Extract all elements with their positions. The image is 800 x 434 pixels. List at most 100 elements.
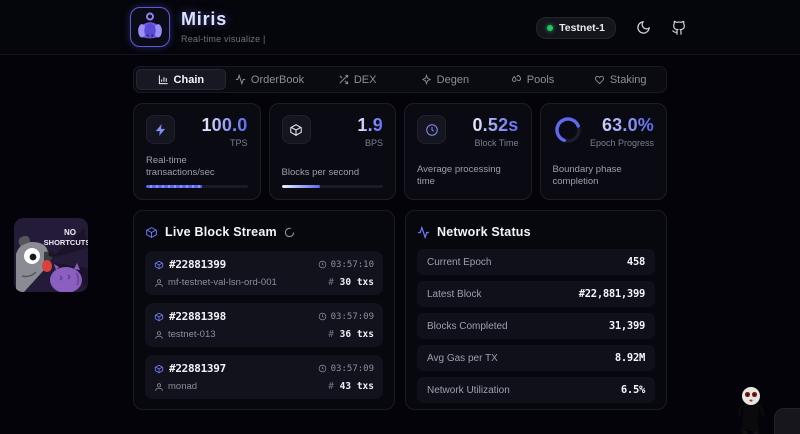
- app-logo: [130, 7, 170, 47]
- tps-value: 100.0: [201, 115, 248, 135]
- theme-toggle-button[interactable]: [636, 20, 651, 35]
- zap-icon: [155, 123, 165, 136]
- shuffle-icon: [339, 74, 348, 85]
- block-time-description: Average processing time: [417, 164, 501, 188]
- status-value: 458: [626, 256, 645, 268]
- progress-ring-icon: [554, 117, 581, 143]
- status-label: Avg Gas per TX: [427, 352, 498, 364]
- user-icon: [155, 278, 163, 287]
- block-validator: monad: [168, 381, 198, 392]
- stat-card-bps: 1.9 BPS Blocks per second: [268, 103, 396, 200]
- bps-value: 1.9: [357, 115, 383, 135]
- network-status-panel: Network Status Current Epoch 458 Latest …: [405, 210, 667, 410]
- tps-progress-track: [146, 185, 248, 188]
- hash-symbol: #: [328, 277, 334, 288]
- block-validator: testnet-013: [168, 329, 216, 340]
- status-value: 6.5%: [620, 384, 645, 396]
- block-txs: 43 txs: [339, 381, 374, 392]
- clock-icon: [318, 312, 326, 321]
- block-txs: 30 txs: [339, 277, 374, 288]
- status-row: Blocks Completed 31,399: [417, 313, 655, 339]
- activity-icon: [418, 225, 429, 239]
- status-label: Network Utilization: [427, 384, 510, 396]
- block-list-item: #22881398 03:57:09 testnet-013: [145, 303, 383, 347]
- network-badge-label: Testnet-1: [559, 21, 605, 34]
- status-label: Blocks Completed: [427, 320, 508, 332]
- hash-symbol: #: [328, 381, 334, 392]
- activity-icon: [235, 74, 245, 85]
- user-icon: [155, 382, 163, 391]
- droplets-icon: [511, 75, 521, 82]
- block-number: #22881397: [169, 362, 226, 375]
- tab-dex[interactable]: DEX: [313, 69, 401, 90]
- epoch-progress-value: 63.0%: [590, 115, 654, 136]
- status-value: 31,399: [608, 320, 645, 332]
- status-row: Latest Block #22,881,399: [417, 281, 655, 307]
- tab-chain-label: Chain: [173, 73, 205, 86]
- bps-description: Blocks per second: [281, 167, 360, 179]
- network-badge: Testnet-1: [536, 16, 616, 39]
- heart-icon: [594, 75, 604, 85]
- clock-icon: [425, 123, 438, 136]
- clock-icon: [318, 364, 326, 373]
- github-icon: [672, 20, 685, 35]
- no-shortcuts-sticker: NO SHORTCUTS: [14, 218, 88, 292]
- main-content: Chain OrderBook DEX Degen Pools: [133, 66, 667, 410]
- tab-orderbook-label: OrderBook: [250, 73, 305, 86]
- block-number: #22881398: [169, 310, 226, 323]
- tab-chain[interactable]: Chain: [136, 69, 226, 90]
- tab-dex-label: DEX: [353, 73, 377, 86]
- user-icon: [155, 330, 163, 339]
- bps-progress-fill: [281, 185, 321, 188]
- window-corner-peek: [774, 408, 800, 434]
- epoch-progress-unit: Epoch Progress: [589, 138, 654, 148]
- block-txs: 36 txs: [339, 329, 374, 340]
- mascot-character: [735, 383, 767, 434]
- tab-degen-label: Degen: [436, 73, 470, 86]
- status-label: Current Epoch: [427, 256, 492, 268]
- cube-icon: [154, 312, 164, 321]
- bps-progress-track: [281, 185, 383, 188]
- tab-staking[interactable]: Staking: [576, 69, 664, 90]
- tps-unit: TPS: [229, 138, 248, 148]
- sticker-text-line1: NO: [64, 228, 76, 237]
- github-link-button[interactable]: [671, 20, 687, 36]
- cube-icon: [154, 364, 164, 373]
- hash-symbol: #: [328, 329, 334, 340]
- block-time-value: 0.52s: [472, 115, 519, 135]
- bps-unit: BPS: [364, 138, 383, 148]
- tps-progress-fill: [146, 185, 202, 188]
- status-row: Avg Gas per TX 8.92M: [417, 345, 655, 371]
- stats-row: 100.0 TPS Real-time transactions/sec 1.9…: [133, 103, 667, 200]
- sticker-text-line2: SHORTCUTS: [44, 238, 88, 247]
- cube-icon: [290, 123, 302, 136]
- block-list-item: #22881399 03:57:10 mf-testnet-va: [145, 251, 383, 295]
- tab-orderbook[interactable]: OrderBook: [226, 69, 314, 90]
- tab-degen[interactable]: Degen: [401, 69, 489, 90]
- block-validator: mf-testnet-val-lsn-ord-001: [168, 277, 277, 288]
- clock-icon: [318, 260, 326, 269]
- tab-pools-label: Pools: [526, 73, 555, 86]
- cube-icon: [146, 226, 157, 238]
- stat-card-epoch: 63.0% Epoch Progress Boundary phase comp…: [539, 103, 667, 200]
- block-time-unit: Block Time: [474, 138, 519, 148]
- tps-description: Real-time transactions/sec: [146, 155, 215, 179]
- panels-row: Live Block Stream #22881399: [133, 210, 667, 410]
- app-header: Miris Real-time visualize | Testnet-1: [0, 0, 800, 55]
- moon-icon: [637, 21, 650, 34]
- tab-staking-label: Staking: [609, 73, 647, 86]
- tab-pools[interactable]: Pools: [489, 69, 577, 90]
- epoch-description: Boundary phase completion: [552, 164, 622, 188]
- cube-icon: [154, 260, 164, 269]
- stat-card-block-time: 0.52s Block Time Average processing time: [404, 103, 532, 200]
- nav-tabbar: Chain OrderBook DEX Degen Pools: [133, 66, 667, 93]
- status-label: Latest Block: [427, 288, 482, 300]
- block-time: 03:57:09: [330, 311, 374, 322]
- sparkle-icon: [421, 74, 431, 85]
- stat-card-tps: 100.0 TPS Real-time transactions/sec: [133, 103, 261, 200]
- page-subtitle: Real-time visualize |: [181, 34, 266, 44]
- panel-title: Network Status: [437, 225, 531, 239]
- block-time: 03:57:09: [330, 363, 374, 374]
- live-block-stream-panel: Live Block Stream #22881399: [133, 210, 395, 410]
